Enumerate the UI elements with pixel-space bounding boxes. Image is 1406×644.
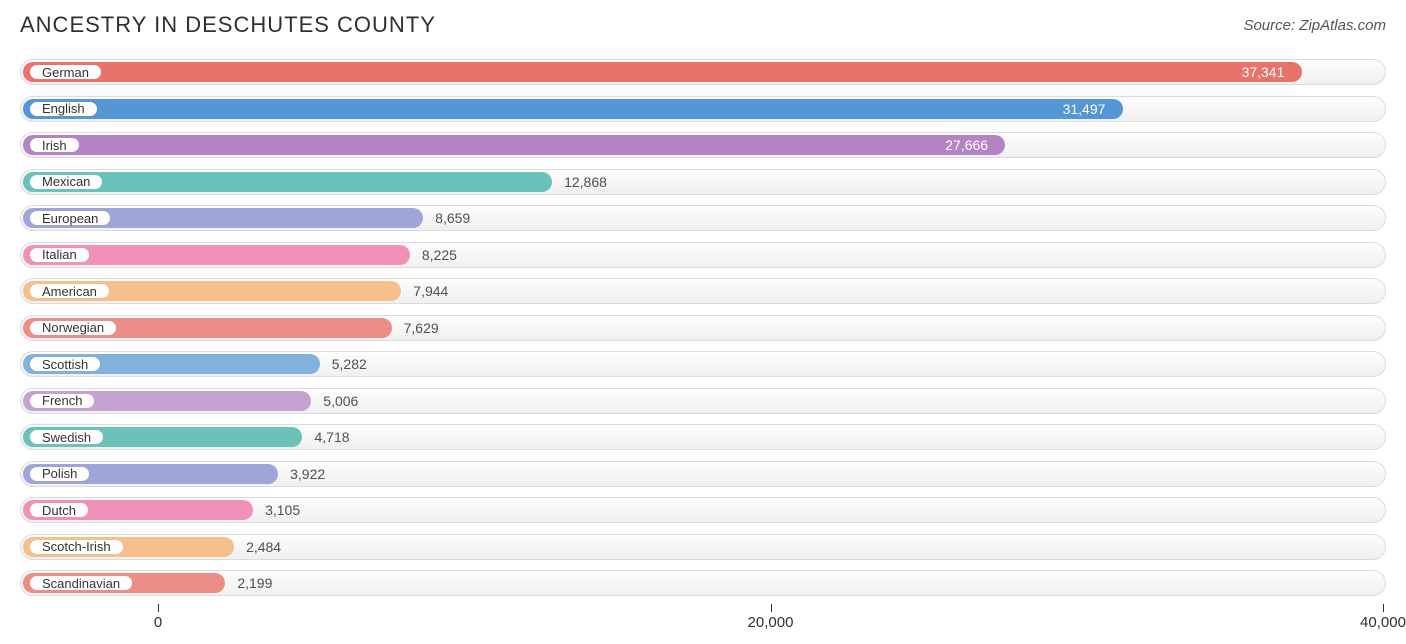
chart-header: ANCESTRY IN DESCHUTES COUNTY Source: Zip… (0, 0, 1406, 44)
bar-row: Irish 27,666 (20, 127, 1386, 164)
category-pill: English (28, 100, 99, 118)
bar-row: Norwegian 7,629 (20, 310, 1386, 347)
category-pill: Scandinavian (28, 574, 134, 592)
chart-source: Source: ZipAtlas.com (1243, 17, 1386, 34)
category-pill: Polish (28, 465, 91, 483)
category-pill: Irish (28, 136, 81, 154)
value-label: 31,497 (1063, 100, 1106, 118)
category-pill: Dutch (28, 501, 90, 519)
bar-row: Scandinavian 2,199 (20, 565, 1386, 602)
value-label: 7,629 (404, 319, 439, 337)
category-pill: French (28, 392, 96, 410)
category-pill: Norwegian (28, 319, 118, 337)
axis-tick (1383, 604, 1384, 612)
axis-tick-label: 20,000 (748, 614, 794, 631)
value-label: 27,666 (945, 136, 988, 154)
bar-row: Mexican 12,868 (20, 164, 1386, 201)
value-label: 2,199 (237, 574, 272, 592)
bar-row: Scottish 5,282 (20, 346, 1386, 383)
bar (23, 99, 1123, 119)
chart-rows: German 37,341 English 31,497 Irish 27,666 Mexi… (20, 54, 1386, 602)
category-pill: Italian (28, 246, 91, 264)
bar-row: Polish 3,922 (20, 456, 1386, 493)
bar-row: Dutch 3,105 (20, 492, 1386, 529)
bar-row: Italian 8,225 (20, 237, 1386, 274)
value-label: 2,484 (246, 538, 281, 556)
value-label: 8,225 (422, 246, 457, 264)
value-label: 4,718 (314, 428, 349, 446)
category-pill: Swedish (28, 428, 105, 446)
value-label: 5,006 (323, 392, 358, 410)
bar-row: European 8,659 (20, 200, 1386, 237)
category-pill: Scottish (28, 355, 102, 373)
category-pill: Mexican (28, 173, 104, 191)
value-label: 5,282 (332, 355, 367, 373)
bar-row: Scotch-Irish 2,484 (20, 529, 1386, 566)
bar-row: Swedish 4,718 (20, 419, 1386, 456)
axis-tick (771, 604, 772, 612)
bar-row: French 5,006 (20, 383, 1386, 420)
chart-area: German 37,341 English 31,497 Irish 27,666 Mexi… (0, 44, 1406, 634)
axis-tick (158, 604, 159, 612)
bar-row: German 37,341 (20, 54, 1386, 91)
value-label: 37,341 (1242, 63, 1285, 81)
chart-title: ANCESTRY IN DESCHUTES COUNTY (20, 12, 436, 38)
value-label: 7,944 (413, 282, 448, 300)
bar (23, 135, 1005, 155)
category-pill: Scotch-Irish (28, 538, 125, 556)
category-pill: American (28, 282, 111, 300)
value-label: 8,659 (435, 209, 470, 227)
value-label: 3,105 (265, 501, 300, 519)
bar-row: American 7,944 (20, 273, 1386, 310)
x-axis: 020,00040,000 (20, 604, 1386, 634)
bar-row: English 31,497 (20, 91, 1386, 128)
bar (23, 62, 1302, 82)
category-pill: German (28, 63, 103, 81)
value-label: 3,922 (290, 465, 325, 483)
value-label: 12,868 (564, 173, 607, 191)
axis-tick-label: 40,000 (1360, 614, 1406, 631)
category-pill: European (28, 209, 112, 227)
axis-tick-label: 0 (154, 614, 162, 631)
